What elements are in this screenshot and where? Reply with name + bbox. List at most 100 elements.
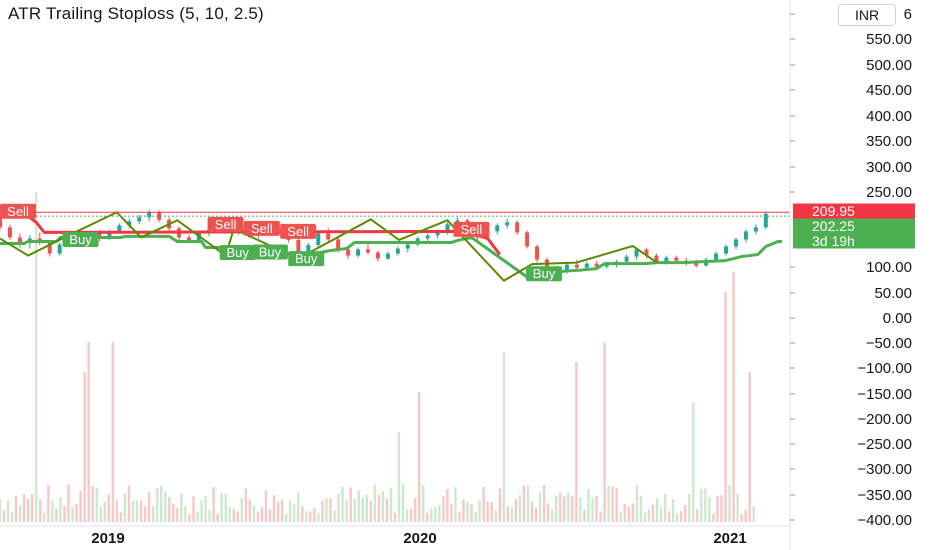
candle-body bbox=[356, 249, 361, 256]
price-tag-label: 209.95 bbox=[812, 203, 855, 219]
volume-bar bbox=[252, 505, 256, 522]
volume-bar bbox=[143, 506, 147, 522]
volume-bar bbox=[494, 510, 497, 522]
candles bbox=[0, 209, 768, 282]
candle-body bbox=[733, 239, 738, 247]
candle-body bbox=[17, 237, 22, 243]
candle bbox=[147, 209, 152, 222]
currency-badge[interactable]: INR bbox=[838, 4, 896, 26]
volume-bar bbox=[99, 506, 102, 522]
volume-bar bbox=[160, 486, 163, 522]
time-axis[interactable]: 2019 2020 2021 bbox=[0, 525, 790, 547]
candle bbox=[127, 218, 132, 229]
volume-bar bbox=[293, 503, 296, 522]
signal-label: Buy bbox=[69, 232, 92, 247]
candle-body bbox=[694, 262, 699, 266]
signal-label: Sell bbox=[7, 204, 29, 219]
price-tick-label: −300.00 bbox=[857, 461, 912, 478]
volume-bar bbox=[381, 491, 385, 522]
candle bbox=[644, 247, 649, 259]
candle-body bbox=[714, 253, 719, 260]
sell-signal: Sell bbox=[207, 216, 244, 232]
volume-bar bbox=[43, 512, 46, 522]
price-tag-label: 3d 19h bbox=[812, 233, 855, 249]
volume-bar bbox=[413, 498, 417, 522]
volume-bar bbox=[688, 493, 691, 522]
volume-bar bbox=[188, 513, 191, 522]
volume-bar bbox=[643, 512, 647, 522]
volume-bar bbox=[115, 500, 119, 522]
signal-label: Buy bbox=[259, 245, 282, 260]
sell-signal: Sell bbox=[243, 220, 280, 236]
volume-bar bbox=[59, 497, 62, 522]
candle-body bbox=[0, 215, 2, 228]
volume-bar bbox=[684, 504, 687, 522]
candle-body bbox=[564, 264, 569, 271]
signal-box bbox=[288, 251, 325, 267]
volume-bar bbox=[75, 504, 78, 522]
candle bbox=[743, 229, 748, 243]
volume-bar bbox=[458, 511, 461, 522]
volume-bar bbox=[724, 292, 727, 522]
price-tick-label: −100.00 bbox=[857, 360, 912, 377]
candle bbox=[356, 247, 361, 258]
volume-bar bbox=[39, 499, 42, 522]
candle bbox=[505, 218, 510, 229]
candle-body bbox=[594, 263, 599, 267]
volume-bar bbox=[240, 497, 244, 522]
volume-bar bbox=[502, 352, 506, 522]
candle-body bbox=[624, 256, 629, 262]
volume-bar bbox=[155, 488, 159, 522]
volume-bar bbox=[232, 508, 235, 522]
volume-bar bbox=[728, 485, 731, 522]
sell-signal: Sell bbox=[280, 223, 317, 239]
signal-box bbox=[207, 216, 244, 232]
candle-body bbox=[186, 237, 191, 241]
volume-bar bbox=[0, 499, 2, 522]
candle-body bbox=[147, 212, 152, 218]
volume-bar bbox=[486, 501, 489, 522]
volume-bar bbox=[611, 486, 614, 522]
volume-bar bbox=[309, 511, 312, 522]
volume-bar bbox=[71, 507, 74, 522]
volume-bar bbox=[635, 484, 639, 522]
volume-bar bbox=[409, 508, 413, 522]
volume-bar bbox=[679, 511, 683, 522]
volume-bar bbox=[587, 489, 590, 522]
signal-label: Sell bbox=[461, 222, 483, 237]
volume-bar bbox=[55, 508, 58, 522]
volume-bar bbox=[349, 487, 352, 522]
price-tick-label: 100.00 bbox=[866, 259, 912, 276]
candle-body bbox=[137, 217, 142, 222]
time-tick-label: 2019 bbox=[91, 530, 124, 547]
volume-bar bbox=[377, 494, 381, 522]
volume-bar bbox=[123, 493, 127, 522]
volume-bar bbox=[341, 486, 344, 522]
volume-bar bbox=[675, 513, 679, 522]
volume-bar bbox=[373, 484, 377, 522]
volume-bar bbox=[180, 493, 183, 522]
candle-body bbox=[535, 246, 540, 260]
volume-bar bbox=[575, 362, 578, 522]
volume-bar bbox=[260, 507, 264, 522]
price-tag-box bbox=[793, 218, 915, 234]
candle-body bbox=[664, 257, 669, 262]
candle-body bbox=[346, 249, 351, 256]
price-tick-label: 350.00 bbox=[866, 133, 912, 150]
candle-body bbox=[724, 246, 729, 254]
candle bbox=[574, 259, 579, 270]
volume-bar bbox=[87, 342, 90, 522]
volume-bar bbox=[498, 488, 501, 522]
volume-bar bbox=[83, 372, 86, 522]
price-tag-label: 202.25 bbox=[812, 218, 855, 234]
volume-bar bbox=[446, 489, 449, 522]
candle-body bbox=[365, 249, 370, 253]
volume-bar bbox=[510, 507, 514, 522]
signal-box bbox=[453, 221, 490, 237]
signal-label: Buy bbox=[295, 251, 318, 266]
volume-bar bbox=[720, 495, 723, 522]
candle-body bbox=[654, 255, 659, 262]
price-axis[interactable]: 6 550.00 500.00 450.00 400.00 350.00 300.00 250… bbox=[789, 0, 912, 550]
